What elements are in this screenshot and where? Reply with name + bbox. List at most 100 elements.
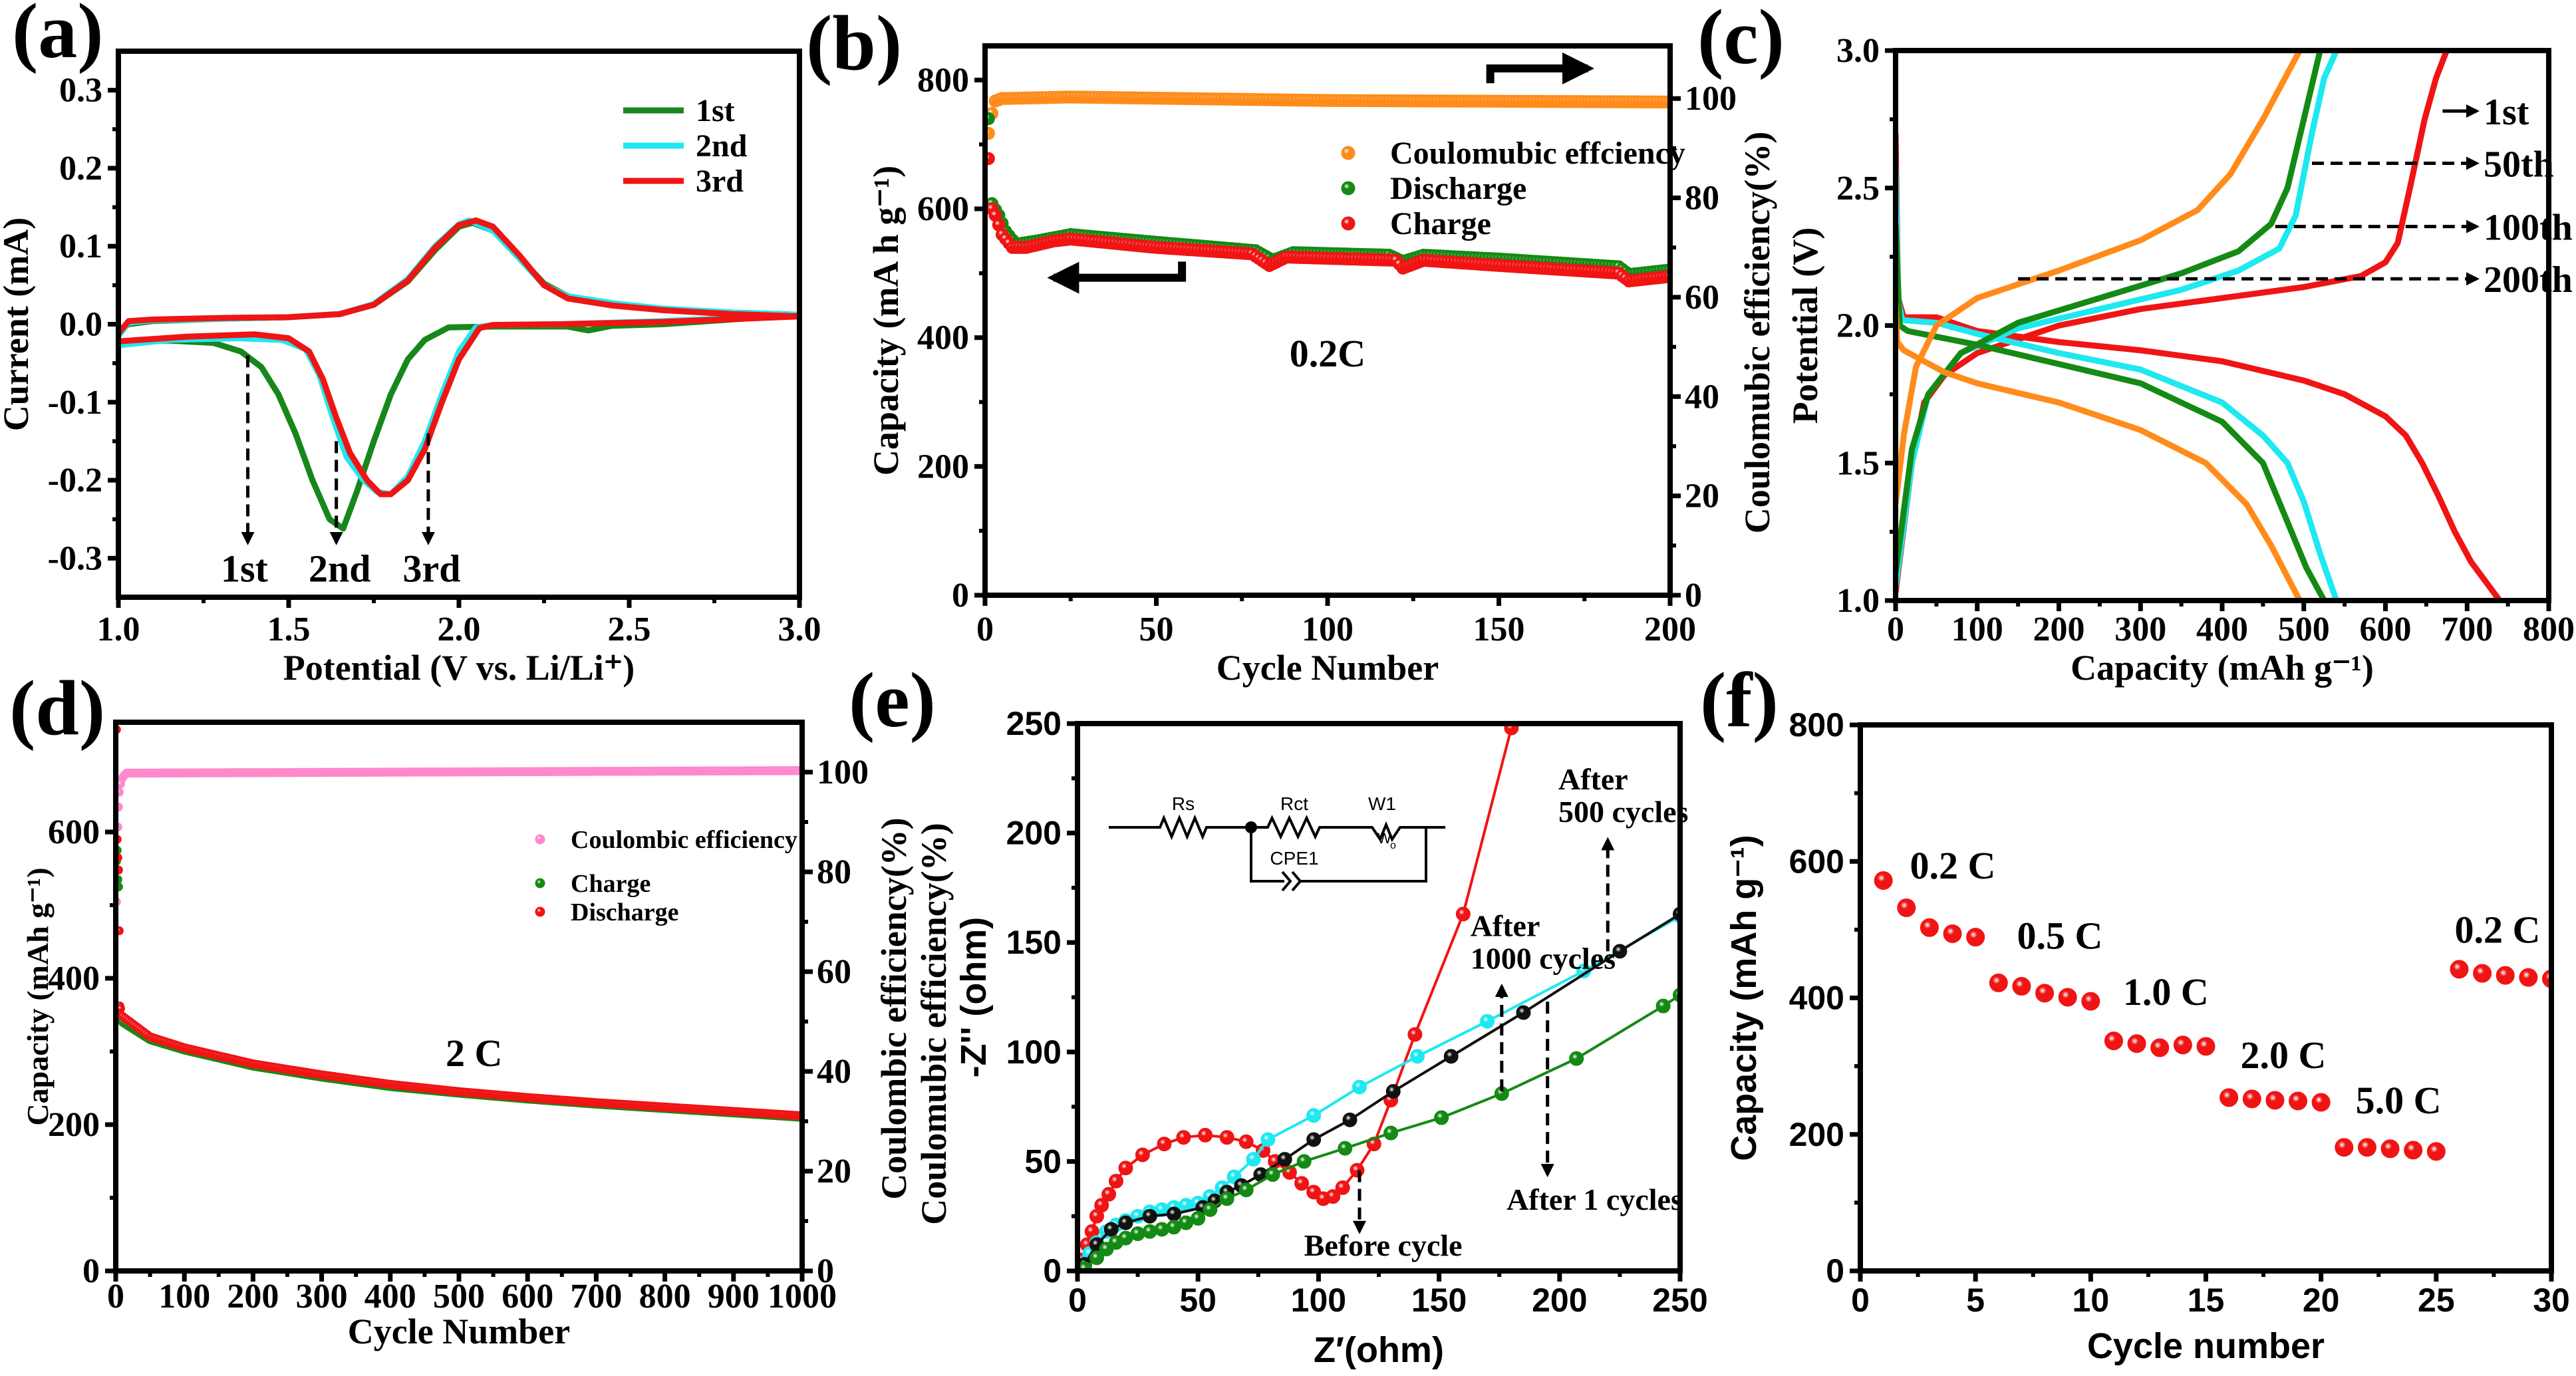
data-point: [2012, 977, 2031, 996]
data-point: [1154, 1222, 1169, 1237]
y-axis-title: Capacity (mAh g⁻¹): [1724, 835, 1764, 1161]
x-axis-title: Cycle number: [2087, 1326, 2325, 1366]
x-tick-label: 800: [2523, 611, 2575, 648]
x-tick-label: 800: [639, 1278, 691, 1315]
y2-tick-label: 100: [817, 754, 869, 791]
plot-frame: [1075, 721, 1683, 1274]
series-after-1-cycles: [1077, 988, 1680, 1271]
data-point: [1142, 1224, 1157, 1239]
series-coulomubic-effciency: [985, 90, 1670, 140]
y2-tick-label: 20: [1685, 478, 1719, 515]
data-point: [1306, 1108, 1322, 1123]
panel-d: (d)0 100 200 300 400 500 600 700 800 900 100002004…: [9, 664, 869, 1351]
x-tick-label: 20: [2303, 1282, 2340, 1319]
panel-label: (b): [806, 0, 902, 86]
panel-f: (f) 0 5 10 15 20 25 30 0 200 400 600 800 Cycle number…: [1700, 656, 2570, 1366]
data-point: [1203, 1202, 1218, 1217]
x-tick-label: 400: [2196, 611, 2248, 648]
annotation-text: 5.0 C: [2356, 1079, 2442, 1122]
series-charge: [116, 845, 802, 1122]
y-tick-label: 3.0: [1836, 32, 1880, 70]
data-point: [2104, 1032, 2123, 1051]
series-1st: [118, 219, 799, 532]
x-axis-title: Capacity (mAh g⁻¹): [2071, 648, 2374, 688]
legend-label: 3rd: [696, 164, 744, 199]
data-point: [1897, 898, 1916, 918]
data-point: [2219, 1088, 2239, 1107]
series-3rd: [118, 217, 799, 497]
series-1st: [1896, 51, 2502, 601]
data-point: [1655, 998, 1671, 1014]
charge-curve: [1896, 51, 2303, 505]
x-tick-label: 1.5: [267, 611, 311, 648]
legend-marker: [1341, 216, 1356, 231]
panel-e: (e) 0 50 100 150 200 250 0 50 100 150 200 250 Z′(ohm)…: [849, 656, 1708, 1370]
y-axis-title: Current (mA): [0, 217, 36, 431]
data-point: [1385, 1084, 1401, 1099]
data-point: [1407, 1027, 1423, 1042]
plot-frame: [116, 49, 802, 600]
data-point: [1383, 1125, 1399, 1141]
plot-area: [1077, 724, 1680, 1271]
x-tick-label: 10: [2073, 1282, 2110, 1319]
x-tick-label: 1000: [768, 1278, 837, 1315]
data-point: [1176, 1130, 1191, 1145]
x-tick-label: 5: [1966, 1282, 1985, 1319]
curve-label: 1st: [2484, 92, 2529, 133]
y-axis-title: Potential (V): [1785, 227, 1825, 424]
y-tick-label: 2.5: [1836, 170, 1880, 207]
y-tick-label: 100: [1006, 1033, 1062, 1071]
circuit-node: [1245, 821, 1257, 833]
data-point: [2496, 966, 2515, 985]
annotation-text: 0.2C: [1290, 332, 1365, 375]
x-tick-label: 700: [2441, 611, 2493, 648]
data-point: [2196, 1037, 2216, 1056]
annotation-text: 3rd: [403, 547, 461, 591]
y-tick-label: 600: [1789, 843, 1844, 880]
y-tick-label: 800: [917, 61, 969, 99]
data-point: [1166, 1206, 1181, 1222]
x-tick-label: 200: [1644, 611, 1696, 648]
data-point: [1246, 1152, 1261, 1167]
legend-marker: [535, 878, 545, 889]
y-tick-label: 0: [1043, 1252, 1062, 1290]
y2-axis-title: Coulombic efficiency(%): [874, 817, 914, 1199]
annotation-text: 0.2 C: [1910, 844, 1995, 887]
y-tick-label: 0: [952, 577, 969, 615]
plot-frame: [1893, 48, 2551, 603]
x-tick-label: 900: [708, 1278, 760, 1315]
y2-tick-label: 40: [817, 1053, 851, 1091]
annotation-text: After: [1558, 762, 1628, 796]
y-tick-label: 200: [917, 448, 969, 485]
legend-marker: [1341, 146, 1356, 160]
circuit-label-rct: Rct: [1280, 793, 1308, 814]
data-point: [1504, 724, 1519, 736]
data-point: [1118, 1215, 1133, 1230]
data-point: [1179, 1215, 1194, 1230]
legend-marker: [535, 834, 545, 845]
data-point: [2404, 1141, 2423, 1160]
data-point: [1352, 1079, 1367, 1095]
annotation-text: Before cycle: [1304, 1228, 1463, 1262]
data-point: [2058, 988, 2077, 1007]
y-tick-label: 200: [1789, 1116, 1844, 1153]
y2-axis-title: Coulomubic efficiency(%): [1737, 132, 1777, 533]
data-point: [1455, 906, 1471, 922]
panel-label: (f): [1700, 656, 1779, 744]
annotation-text: 1st: [221, 547, 269, 591]
data-point: [2426, 1142, 2446, 1161]
series-200th: [1896, 51, 2303, 601]
cpe-symbol: [1281, 871, 1302, 892]
data-point: [1920, 918, 1939, 937]
x-tick-label: 600: [2360, 611, 2412, 648]
data-point: [2035, 984, 2055, 1003]
equivalent-circuit-inset: Rs Rct W1 Wo CPE1: [1109, 793, 1445, 892]
y-tick-label: 250: [1006, 705, 1062, 742]
panel-a: (a) 1.0 1.5 2.0 2.5 3.0 -0.3 -0.2 -0.1 0.0 0.1 0.2 0…: [0, 0, 821, 688]
data-point: [1350, 1163, 1365, 1178]
data-point: [1130, 1226, 1145, 1242]
y2-tick-label: 80: [1685, 180, 1719, 217]
data-point: [1219, 1191, 1234, 1206]
data-point: [1118, 1230, 1133, 1246]
